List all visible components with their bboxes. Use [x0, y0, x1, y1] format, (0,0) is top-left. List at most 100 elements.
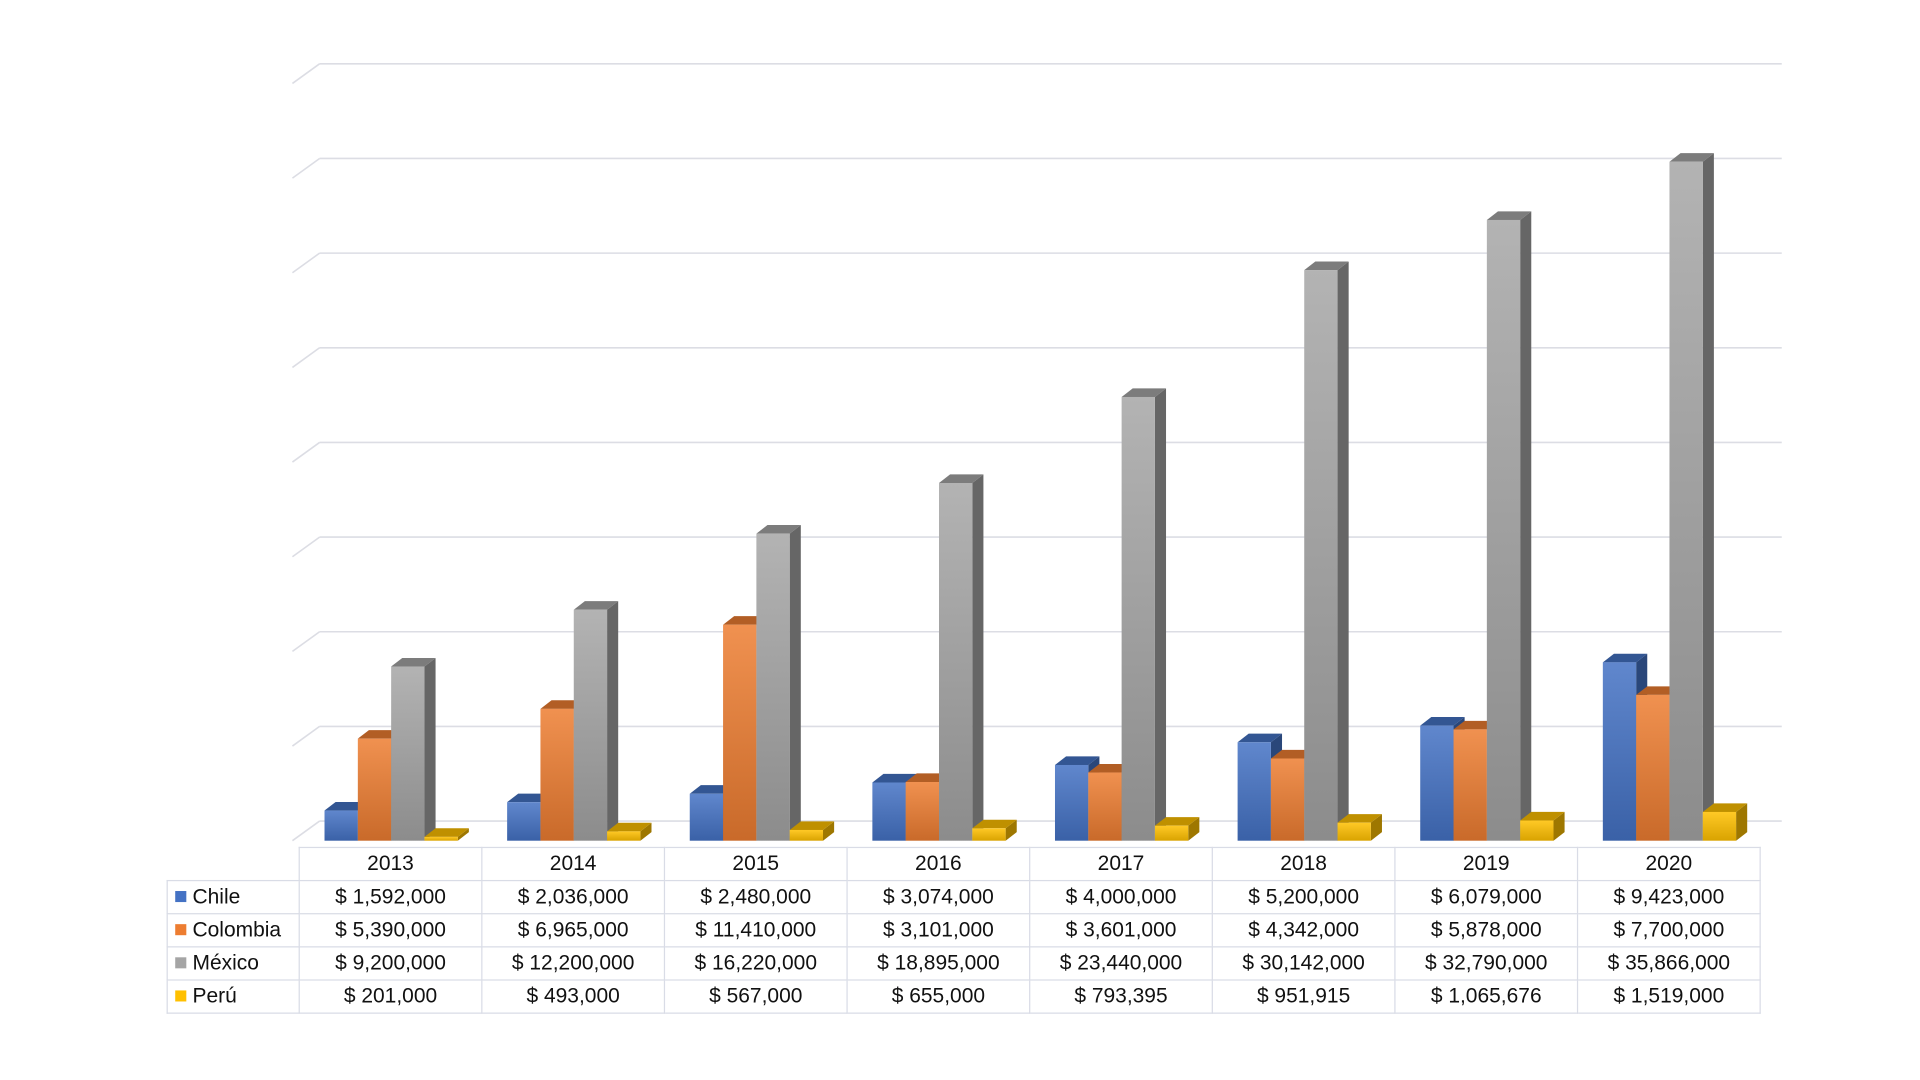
bar-front: [391, 666, 425, 841]
category-label: 2019: [1394, 846, 1579, 882]
data-label: $ 1,519,000: [1576, 979, 1761, 1014]
bar-front: [424, 836, 458, 841]
bar-front: [872, 782, 906, 841]
bar-top: [1054, 756, 1100, 765]
table-corner: [167, 847, 299, 880]
bar-side: [1154, 388, 1167, 841]
category-label: 2015: [663, 846, 848, 882]
legend-entry: Colombia: [166, 913, 300, 948]
bar-top: [1520, 811, 1565, 821]
bar-perú-2020: [1702, 803, 1748, 841]
data-table: 2013 2014 2015 2016 2017 2018 2019 2020 Chile $ 1…: [166, 846, 1761, 1014]
legend-key-icon: [175, 957, 187, 969]
data-label: $ 16,220,000: [663, 946, 848, 981]
data-label: $ 5,390,000: [298, 913, 483, 948]
category-label: 2014: [481, 846, 666, 882]
bar-top: [972, 819, 1017, 829]
legend-entry: México: [166, 946, 300, 981]
bar-méxico-2016: [938, 474, 984, 841]
bar-perú-2017: [1154, 817, 1200, 841]
table-row: Chile $ 1,592,000 $ 2,036,000 $ 2,480,000 $ …: [166, 879, 1761, 915]
bar-front: [1054, 764, 1089, 841]
gridline-depth: [291, 63, 321, 85]
bar-méxico-2013: [391, 657, 436, 841]
series-name: Colombia: [192, 918, 282, 942]
data-label: $ 35,866,000: [1576, 946, 1761, 981]
category-label: 2013: [298, 846, 483, 882]
data-label: $ 2,036,000: [481, 879, 666, 915]
bar-front: [1270, 758, 1305, 841]
bar-perú-2019: [1520, 811, 1565, 841]
bar-top: [573, 601, 619, 610]
legend-key-icon: [175, 990, 187, 1002]
data-label: $ 30,142,000: [1211, 946, 1396, 981]
bar-front: [1669, 161, 1703, 841]
gridline-depth: [291, 820, 321, 842]
category-label: 2016: [846, 846, 1031, 882]
table-row: Colombia $ 5,390,000 $ 6,965,000 $ 11,410,0…: [166, 913, 1761, 948]
bar-perú-2013: [424, 828, 469, 841]
bar-side: [1188, 817, 1200, 841]
bar-front: [607, 831, 641, 841]
data-label: $ 567,000: [663, 979, 848, 1014]
series-name: Chile: [192, 884, 241, 909]
data-label: $ 4,000,000: [1029, 879, 1213, 915]
data-label: $ 201,000: [298, 979, 483, 1014]
bar-top: [424, 828, 469, 837]
data-label: $ 2,480,000: [663, 879, 848, 915]
bar-top: [1702, 803, 1748, 812]
bar-méxico-2018: [1304, 261, 1349, 841]
bar-top: [1237, 733, 1283, 743]
bar-side: [1553, 811, 1565, 841]
bar-front: [1237, 742, 1271, 841]
bar-side: [424, 657, 436, 841]
bar-front: [789, 829, 824, 841]
data-label: $ 7,700,000: [1576, 913, 1761, 948]
bar-front: [905, 781, 939, 841]
bar-front: [1520, 820, 1554, 841]
data-label: $ 493,000: [481, 979, 666, 1014]
bar-front: [1486, 219, 1521, 841]
bar-front: [972, 828, 1006, 841]
bar-front: [1602, 662, 1637, 841]
bar-top: [1154, 817, 1200, 826]
bar-front: [1453, 729, 1487, 841]
bar-front: [1154, 825, 1189, 841]
data-label: $ 9,200,000: [298, 946, 483, 981]
category-label: 2017: [1029, 846, 1213, 882]
bar-méxico-2019: [1486, 211, 1532, 841]
bar-perú-2014: [607, 822, 652, 841]
bar-side: [607, 601, 619, 841]
data-label: $ 3,601,000: [1029, 913, 1213, 948]
series-name: México: [192, 951, 259, 975]
bar-side: [1337, 261, 1349, 841]
data-label: $ 12,200,000: [481, 946, 666, 981]
bar-front: [507, 802, 541, 841]
data-label: $ 951,915: [1211, 979, 1396, 1014]
data-label: $ 655,000: [846, 979, 1031, 1014]
bars: [324, 153, 1748, 841]
gridline-depth: [291, 441, 321, 463]
category-label: 2020: [1576, 846, 1761, 882]
bar-top: [1304, 261, 1349, 271]
data-label: $ 5,878,000: [1394, 913, 1579, 948]
data-label: $ 1,592,000: [298, 879, 483, 915]
bar-méxico-2014: [573, 601, 619, 841]
gridline-depth: [291, 631, 321, 653]
bar-front: [723, 624, 757, 841]
legend-entry: Perú: [166, 979, 300, 1014]
bar-front: [1636, 694, 1670, 841]
bar-top: [1420, 717, 1465, 726]
bar-top: [756, 525, 801, 534]
bar-méxico-2017: [1121, 388, 1167, 841]
legend-key-icon: [175, 924, 187, 936]
bar-front: [1304, 270, 1338, 841]
bar-top: [1602, 653, 1648, 663]
data-label: $ 3,074,000: [846, 879, 1031, 915]
bar-perú-2018: [1337, 814, 1382, 841]
bar-top: [872, 773, 917, 783]
bar-top: [391, 657, 436, 667]
bar-front: [1088, 772, 1122, 841]
